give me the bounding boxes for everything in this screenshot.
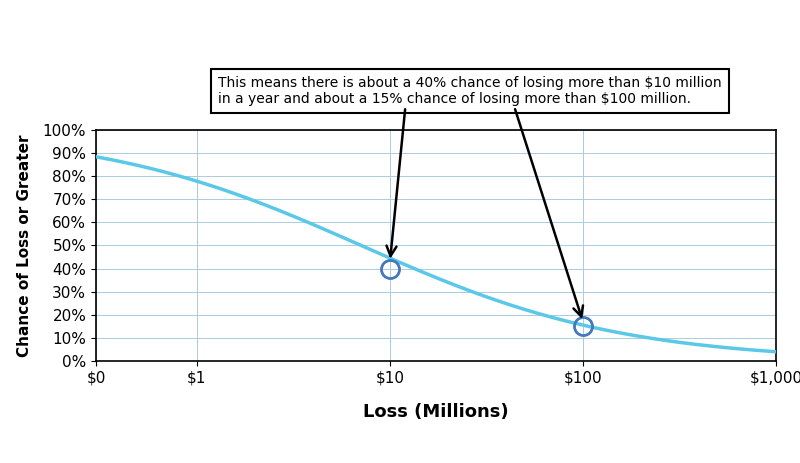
X-axis label: Loss (Millions): Loss (Millions) — [363, 402, 509, 420]
Y-axis label: Chance of Loss or Greater: Chance of Loss or Greater — [17, 134, 32, 357]
Text: This means there is about a 40% chance of losing more than $10 million
in a year: This means there is about a 40% chance o… — [218, 76, 722, 106]
